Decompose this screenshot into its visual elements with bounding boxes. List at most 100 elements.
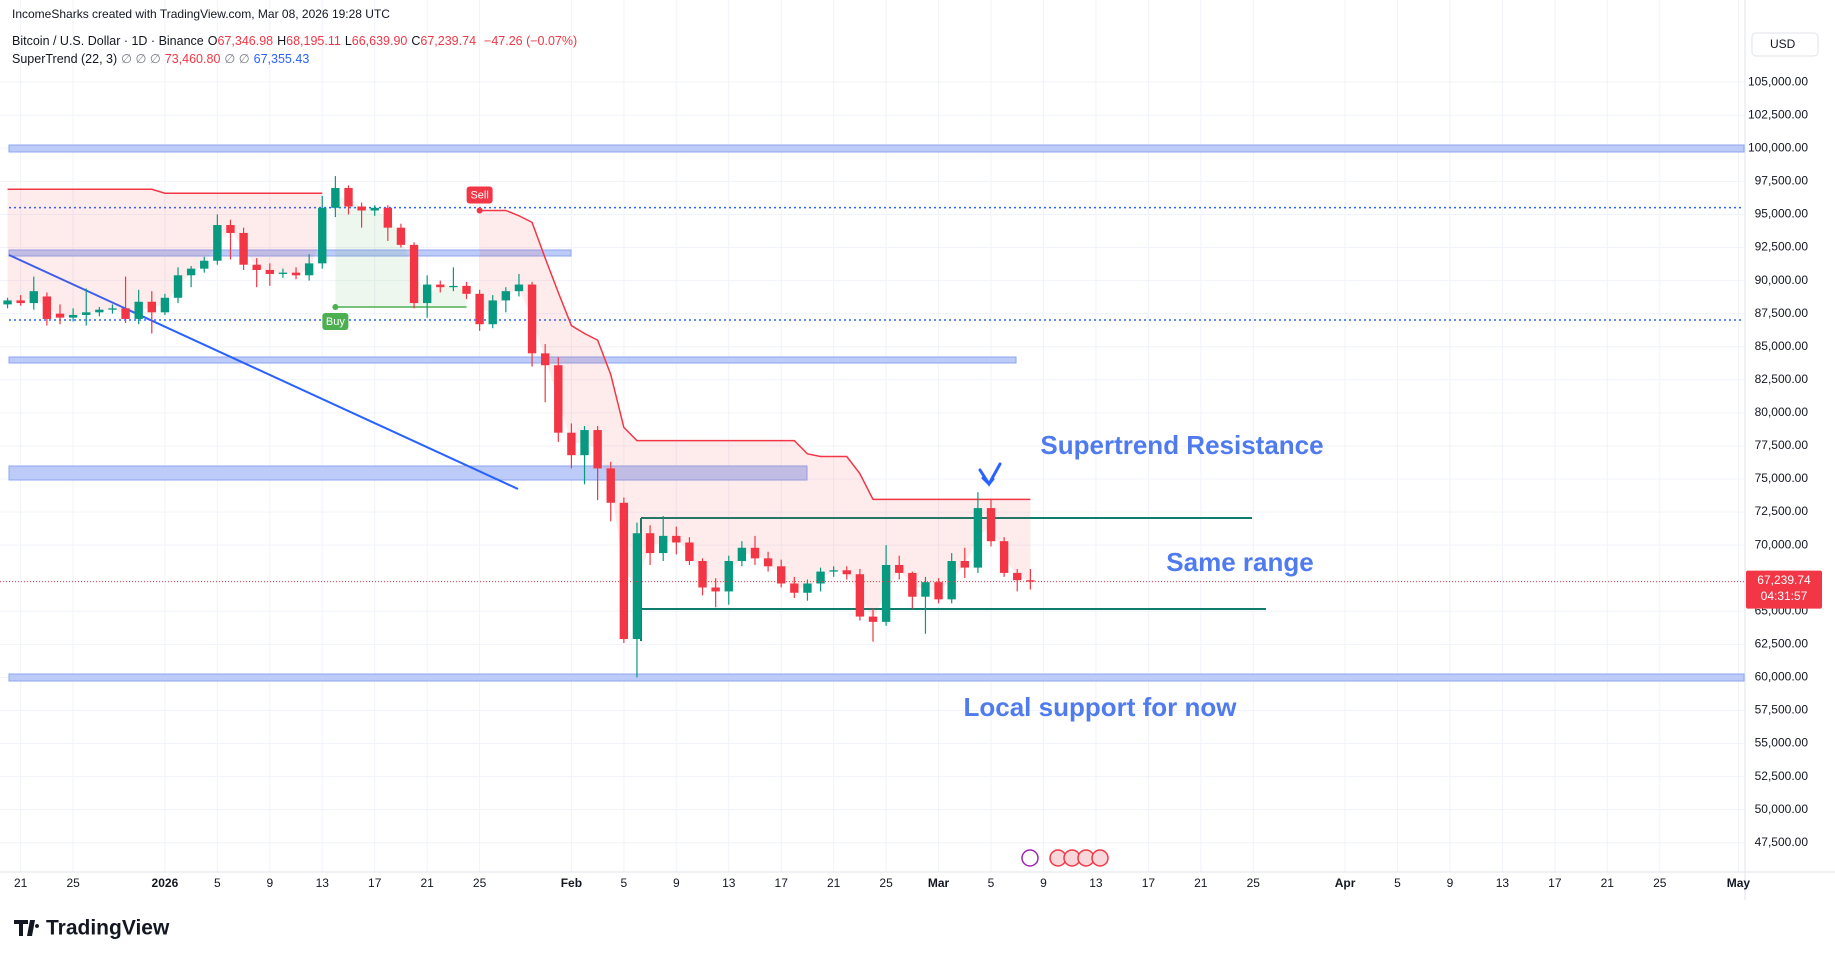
y-tick-label: 85,000.00	[1755, 339, 1809, 353]
x-tick-label: 25	[66, 876, 80, 890]
candle-body	[501, 291, 511, 301]
x-tick-label: 13	[1496, 876, 1510, 890]
candle-body	[436, 284, 445, 288]
y-tick-label: 90,000.00	[1755, 273, 1809, 287]
supertrend-fill	[479, 210, 1031, 620]
candle-body	[514, 284, 524, 292]
symbol: Bitcoin / U.S. Dollar · 1D · Binance	[12, 34, 204, 48]
level-band	[8, 356, 1017, 364]
candle-body	[357, 206, 366, 211]
logo-icon	[14, 920, 40, 936]
candle-body	[344, 187, 353, 207]
indicator-value: ∅ ∅	[224, 52, 250, 66]
supertrend-fill	[335, 197, 467, 308]
x-tick-label: 5	[214, 876, 221, 890]
indicator-value: 67,355.43	[253, 52, 310, 66]
change: −47.26 (−0.07%)	[484, 34, 578, 48]
candle-body	[593, 430, 602, 469]
x-tick-label: May	[1727, 876, 1751, 890]
candle-body	[999, 541, 1009, 573]
y-tick-label: 60,000.00	[1755, 670, 1809, 684]
last-price-label: 67,239.74	[1757, 573, 1811, 587]
candle-body	[816, 571, 825, 584]
grid	[0, 0, 1745, 872]
y-tick-label: 72,500.00	[1755, 504, 1809, 518]
indicator-value: 73,460.80	[164, 52, 221, 66]
candle-body	[829, 570, 838, 572]
x-tick-label: 5	[1394, 876, 1401, 890]
x-tick-label: 17	[775, 876, 789, 890]
y-tick-label: 55,000.00	[1755, 736, 1809, 750]
candle-body	[803, 583, 812, 593]
x-tick-label: 17	[1548, 876, 1562, 890]
candle-body	[278, 272, 288, 274]
candle-body	[82, 312, 91, 315]
x-tick-label: 2026	[152, 876, 179, 890]
y-tick-label: 80,000.00	[1755, 405, 1809, 419]
annotation: Local support for now	[964, 692, 1238, 722]
x-tick-label: 17	[368, 876, 382, 890]
candle-body	[711, 587, 720, 592]
currency-label[interactable]: USD	[1770, 37, 1796, 51]
ohlc-key: H	[277, 34, 287, 48]
candle-body	[121, 308, 130, 319]
y-tick-label: 102,500.00	[1748, 107, 1808, 121]
x-tick-label: 5	[621, 876, 628, 890]
symbol-legend: Bitcoin / U.S. Dollar · 1D · Binance O67,…	[12, 34, 581, 48]
sell-label-box	[466, 186, 493, 204]
candle-body	[449, 285, 458, 288]
candle-body	[632, 533, 642, 640]
y-tick-label: 100,000.00	[1748, 140, 1808, 154]
y-tick-label: 92,500.00	[1755, 240, 1809, 254]
candle-body	[763, 558, 773, 567]
x-tick-label: 21	[420, 876, 434, 890]
x-tick-label: 13	[1089, 876, 1103, 890]
ohlc-value: 67,239.74	[420, 34, 477, 48]
candle-body	[108, 308, 117, 310]
x-tick-label: 25	[879, 876, 893, 890]
signal-dot	[332, 304, 339, 311]
trend-line	[8, 254, 519, 490]
candle-body	[147, 301, 156, 313]
candle-body	[318, 207, 327, 264]
candle-body	[855, 574, 865, 617]
supertrend-line	[7, 188, 1031, 501]
candle-body	[42, 296, 52, 319]
buy-label-box	[322, 313, 349, 331]
candle-body	[685, 542, 694, 562]
y-tick-label: 50,000.00	[1755, 802, 1809, 816]
event-icons	[1021, 849, 1109, 867]
x-tick-label: Mar	[928, 876, 950, 890]
candle-body	[160, 297, 170, 313]
x-tick-label: 5	[988, 876, 995, 890]
candle-body	[1013, 572, 1022, 581]
y-tick-label: 47,500.00	[1755, 835, 1809, 849]
last-price-box	[1746, 570, 1822, 609]
candle-body	[567, 432, 576, 456]
currency-button[interactable]	[1751, 32, 1819, 57]
buy-label: Buy	[326, 316, 345, 328]
candle-body	[291, 272, 301, 276]
candle-body	[619, 502, 629, 640]
candle-body	[606, 468, 615, 503]
candle-body	[383, 207, 393, 228]
x-tick-label: 13	[316, 876, 330, 890]
x-tick-label: Feb	[561, 876, 582, 890]
y-tick-label: 52,500.00	[1755, 769, 1809, 783]
plot: Buy Sell	[3, 176, 1035, 678]
x-tick-label: Apr	[1335, 876, 1356, 890]
candle-body	[868, 616, 878, 622]
candle-body	[200, 260, 209, 269]
candle-body	[173, 275, 183, 298]
y-tick-label: 57,500.00	[1755, 703, 1809, 717]
x-tick-label: 25	[1247, 876, 1261, 890]
x-tick-label: 9	[1447, 876, 1454, 890]
ohlc: O67,346.98 H68,195.11 L66,639.90 C67,239.74	[208, 34, 480, 48]
candle-body	[672, 535, 681, 543]
candle-body	[973, 508, 983, 568]
candle-body	[724, 561, 733, 592]
candle-body	[934, 582, 943, 600]
indicator-legend: SuperTrend (22, 3) ∅ ∅ ∅ 73,460.80 ∅ ∅ 67,35…	[12, 51, 313, 66]
